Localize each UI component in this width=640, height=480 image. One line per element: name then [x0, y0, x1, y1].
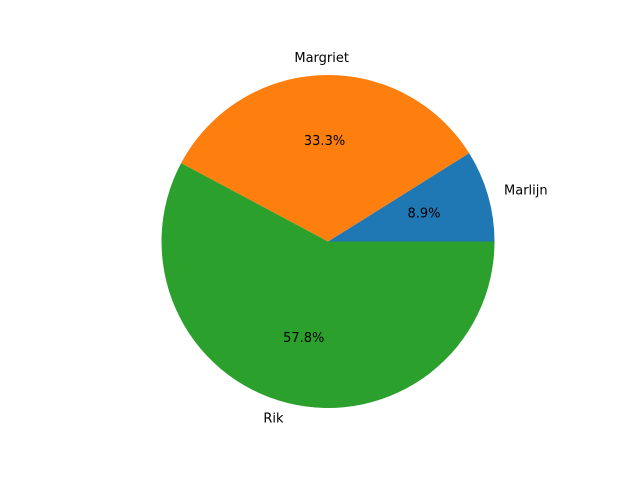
pie-slices — [161, 74, 495, 408]
slice-label-rik: Rik — [263, 412, 284, 427]
slice-label-margriet: Margriet — [294, 51, 349, 66]
slice-percent-marlijn: 8.9% — [408, 206, 441, 221]
pie-slice-margriet — [181, 74, 470, 242]
pie-slice-rik — [161, 163, 495, 408]
slice-label-marlijn: Marlijn — [504, 183, 548, 198]
slice-percent-rik: 57.8% — [283, 331, 324, 346]
slice-percent-margriet: 33.3% — [304, 134, 345, 149]
pie-labels: Marlijn 8.9% Margriet 33.3% Rik 57.8% — [263, 51, 547, 427]
pie-slice-marlijn — [328, 153, 495, 242]
